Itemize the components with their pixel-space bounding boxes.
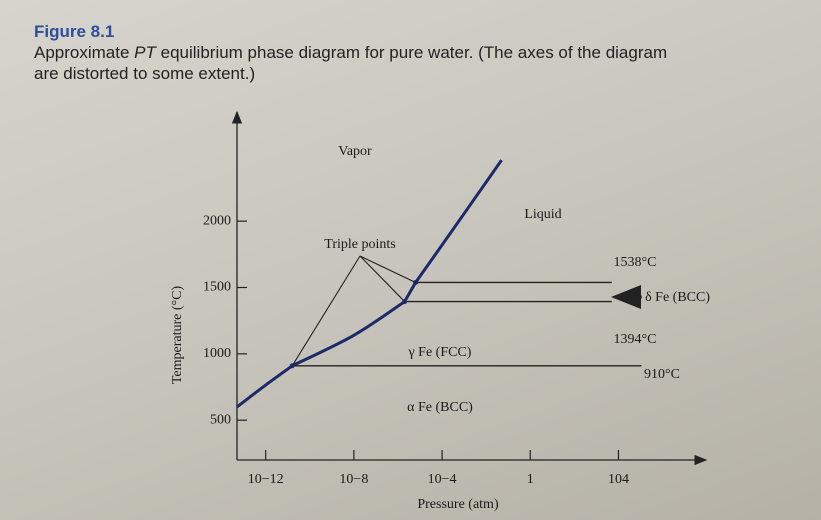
caption-text: equilibrium phase diagram for pure water…: [155, 43, 668, 62]
annotation: δ Fe (BCC): [645, 290, 710, 305]
annotation: γ Fe (FCC): [408, 345, 472, 360]
x-tick-label: 1: [527, 472, 534, 487]
phase-boundary: [414, 159, 503, 284]
x-tick-label: 10−4: [428, 472, 457, 487]
figure-label: Figure 8.1: [34, 22, 115, 41]
y-tick-label: 1500: [203, 280, 231, 295]
annotation: 1394°C: [614, 332, 657, 347]
caption-text: are distorted to some extent.): [34, 64, 256, 83]
x-tick-label: 10−12: [248, 472, 284, 487]
annotation: 1538°C: [614, 255, 657, 270]
triple-point: [413, 279, 419, 285]
y-axis-label: Temperature (°C): [170, 286, 185, 385]
pointer-line: [359, 255, 406, 302]
caption-text: Approximate: [34, 43, 135, 62]
caption: Approximate PT equilibrium phase diagram…: [34, 42, 821, 84]
x-tick-label: 104: [608, 472, 629, 487]
annotation: 910°C: [644, 367, 680, 382]
phase-boundary: [236, 364, 294, 409]
caption-text: PT: [134, 43, 156, 62]
y-tick-label: 2000: [203, 213, 231, 228]
triple-point: [289, 363, 295, 369]
phase-boundary: [291, 300, 406, 368]
annotation: Vapor: [338, 144, 372, 159]
annotation: Liquid: [524, 207, 561, 222]
x-axis-label: Pressure (atm): [417, 497, 499, 512]
annotation: Triple points: [324, 237, 395, 252]
pointer-line: [359, 255, 416, 283]
triple-point: [402, 299, 408, 305]
x-tick-label: 10−8: [339, 472, 368, 487]
y-tick-label: 500: [210, 412, 231, 427]
annotation: α Fe (BCC): [407, 400, 473, 415]
phase-boundary: [403, 281, 417, 303]
y-tick-label: 1000: [203, 346, 231, 361]
pointer-line: [291, 255, 361, 367]
